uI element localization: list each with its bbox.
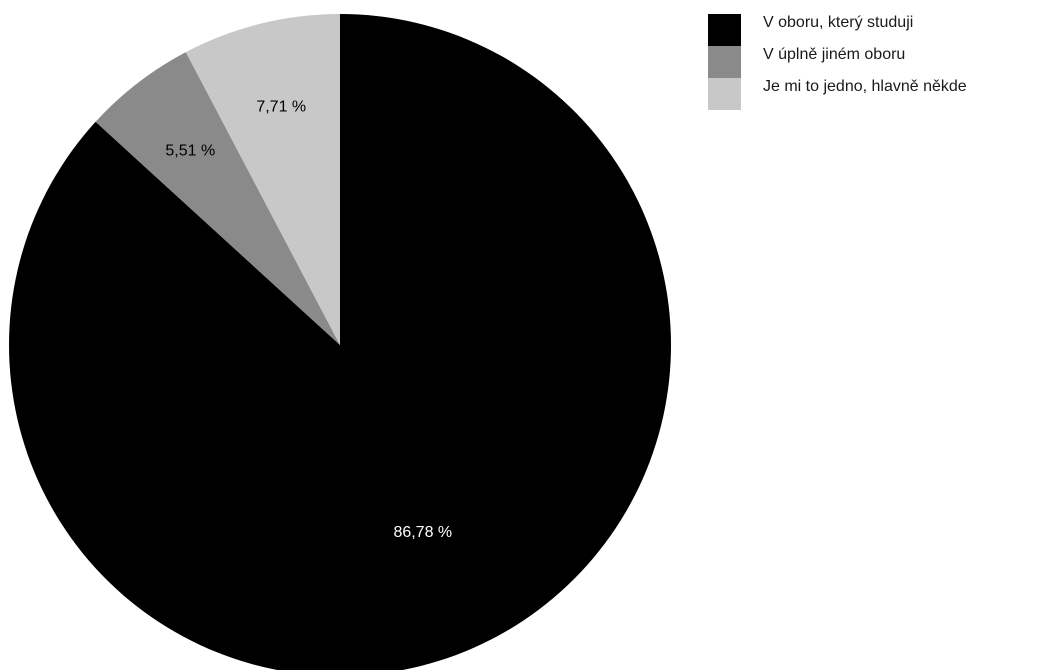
pie-plot: 86,78 % 5,51 % 7,71 % — [9, 14, 671, 670]
pie-slice — [95, 52, 340, 345]
legend-label: Je mi to jedno, hlavně někde — [763, 78, 967, 95]
legend-swatch — [708, 78, 741, 110]
slice-value-label: 7,71 % — [256, 98, 306, 115]
legend: V oboru, který studuji V úplně jiném obo… — [708, 14, 967, 110]
legend-item: V oboru, který studuji — [708, 14, 967, 46]
legend-item: Je mi to jedno, hlavně někde — [708, 78, 967, 110]
legend-label: V úplně jiném oboru — [763, 46, 906, 63]
pie-slice — [9, 14, 671, 670]
pie-slice — [185, 14, 340, 345]
slice-value-label: 86,78 % — [393, 524, 452, 541]
legend-swatch — [708, 46, 741, 78]
legend-label: V oboru, který studuji — [763, 14, 914, 31]
legend-item: V úplně jiném oboru — [708, 46, 967, 78]
legend-swatch — [708, 14, 741, 46]
slice-value-label: 5,51 % — [165, 142, 215, 159]
